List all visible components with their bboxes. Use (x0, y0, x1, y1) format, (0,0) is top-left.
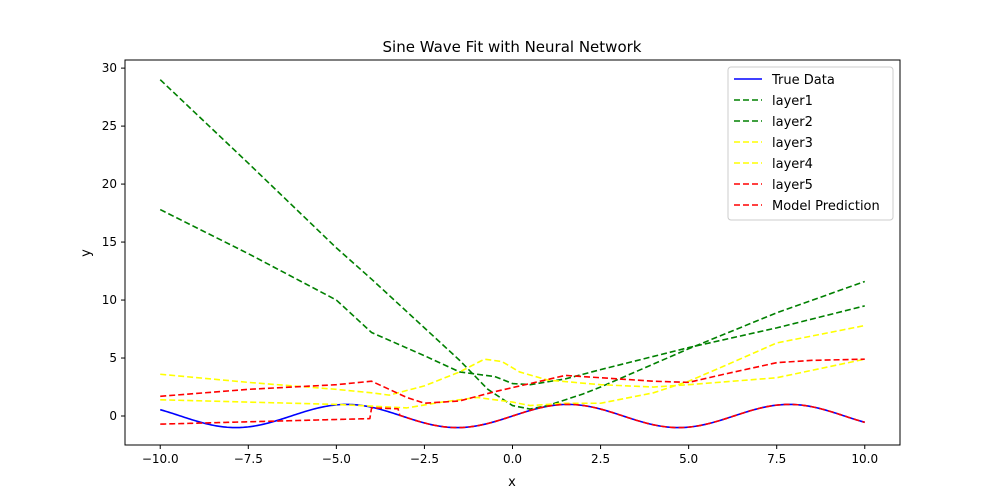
legend-label: layer2 (772, 115, 813, 130)
x-tick-label: 0.0 (503, 452, 522, 466)
plot-area (159, 79, 866, 429)
y-tick-label: 10 (102, 293, 117, 307)
legend-box (727, 66, 894, 221)
legend-item: layer2 (734, 115, 813, 130)
legend-item: layer1 (734, 94, 813, 109)
chart-title: Sine Wave Fit with Neural Network (383, 38, 642, 56)
x-tick-label: −7.5 (234, 452, 263, 466)
legend-label: layer3 (772, 136, 813, 151)
y-tick-label: 20 (102, 177, 117, 191)
y-tick-label: 30 (102, 61, 117, 75)
y-tick-label: 5 (109, 351, 117, 365)
legend-label: layer5 (772, 178, 813, 193)
axes: −10.0 −7.5 −5.0 −2.5 0.0 2.5 5.0 7.5 10.0 0 5 10 15 2… (102, 59, 901, 466)
x-tick-label: 10.0 (851, 452, 878, 466)
x-tick-label: 5.0 (679, 452, 698, 466)
y-tick-label: 15 (102, 235, 117, 249)
legend: True Data layer1 layer2 layer3 layer4 layer5 M… (727, 66, 894, 221)
legend-label: True Data (771, 73, 835, 88)
series-line-layer1 (159, 79, 866, 410)
y-axis-label: y (79, 249, 94, 257)
series-line-layer3 (160, 358, 865, 396)
legend-label: layer1 (772, 94, 813, 109)
legend-item: layer4 (734, 157, 813, 172)
series-line-layer5 (160, 358, 865, 405)
legend-item: True Data (734, 73, 835, 88)
legend-label: Model Prediction (772, 199, 880, 214)
y-tick-label: 0 (109, 409, 117, 423)
legend-label: layer4 (772, 157, 813, 172)
series-line-model-prediction (160, 403, 865, 429)
x-tick-label: 7.5 (767, 452, 786, 466)
legend-item: Model Prediction (734, 199, 880, 214)
x-tick-label: −2.5 (410, 452, 439, 466)
x-tick-label: −10.0 (142, 452, 179, 466)
legend-item: layer3 (734, 136, 813, 151)
x-tick-label: 2.5 (591, 452, 610, 466)
x-tick-label: −5.0 (322, 452, 351, 466)
y-tick-label: 25 (102, 119, 117, 133)
legend-item: layer5 (734, 178, 813, 193)
series-line-layer4 (160, 324, 865, 409)
x-axis-label: x (508, 475, 516, 490)
